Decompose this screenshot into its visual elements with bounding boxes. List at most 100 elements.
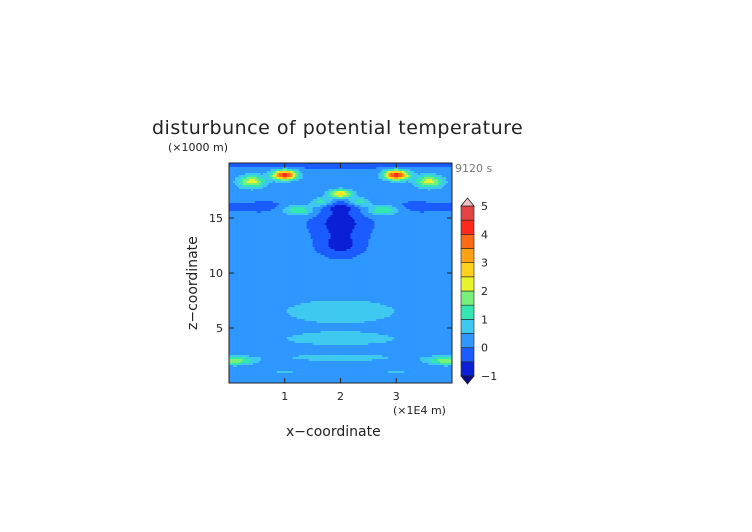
heatmap-cell [278, 185, 282, 188]
heatmap-cell [372, 197, 375, 200]
heatmap-cell [444, 167, 447, 170]
heatmap-cell [370, 185, 373, 188]
heatmap-cell [286, 181, 290, 184]
heatmap-cell [448, 181, 451, 184]
heatmap-cell [296, 225, 300, 228]
heatmap-cell [432, 239, 435, 242]
heatmap-cell [322, 231, 325, 234]
heatmap-cell [396, 199, 399, 202]
heatmap-cell [248, 245, 252, 248]
heatmap-cell [342, 195, 345, 198]
heatmap-cell [440, 209, 443, 212]
heatmap-cell [288, 231, 292, 234]
heatmap-cell [356, 201, 359, 204]
heatmap-cell [320, 215, 323, 218]
heatmap-cell [362, 201, 365, 204]
heatmap-cell [356, 205, 359, 208]
heatmap-cell [246, 249, 250, 252]
heatmap-cell [338, 163, 341, 166]
heatmap-cell [376, 195, 379, 198]
heatmap-cell [380, 165, 383, 168]
heatmap-cell [362, 193, 365, 196]
heatmap-cell [274, 207, 278, 210]
heatmap-cell [264, 241, 268, 244]
heatmap-cell [398, 213, 401, 216]
heatmap-cell [408, 163, 411, 166]
heatmap-cell [244, 197, 248, 200]
heatmap-cell [326, 249, 329, 252]
heatmap-cell [312, 181, 316, 184]
heatmap-cell [428, 177, 431, 180]
heatmap-cell [436, 165, 439, 168]
heatmap-cell [238, 195, 242, 198]
heatmap-cell [448, 213, 451, 216]
heatmap-cell [280, 185, 284, 188]
heatmap-cell [422, 237, 425, 240]
heatmap-cell [422, 201, 425, 204]
heatmap-cell [346, 167, 349, 170]
heatmap-cell [362, 169, 365, 172]
heatmap-cell [292, 183, 296, 186]
heatmap-cell [324, 229, 327, 232]
heatmap-cell [410, 165, 413, 168]
heatmap-cell [272, 235, 276, 238]
heatmap-cell [404, 209, 407, 212]
heatmap-cell [308, 245, 312, 248]
heatmap-cell [330, 197, 333, 200]
heatmap-cell [426, 187, 429, 190]
heatmap-cell [446, 229, 449, 232]
heatmap-cell [444, 165, 447, 168]
heatmap-cell [360, 191, 363, 194]
heatmap-cell [268, 187, 272, 190]
heatmap-cell [344, 193, 347, 196]
heatmap-cell [284, 213, 288, 216]
heatmap-cell [268, 183, 272, 186]
heatmap-cell [296, 203, 300, 206]
heatmap-cell [442, 167, 445, 170]
heatmap-cell [382, 163, 385, 166]
heatmap-cell [264, 183, 268, 186]
heatmap-cell [318, 211, 321, 214]
heatmap-cell [308, 167, 312, 170]
heatmap-cell [366, 203, 369, 206]
heatmap-cell [270, 177, 274, 180]
heatmap-cell [258, 175, 262, 178]
heatmap-cell [338, 235, 341, 238]
heatmap-cell [408, 203, 411, 206]
heatmap-cell [356, 191, 359, 194]
heatmap-cell [386, 185, 389, 188]
heatmap-cell [240, 191, 244, 194]
heatmap-cell [242, 241, 246, 244]
heatmap-cell [238, 167, 242, 170]
heatmap-cell [234, 223, 238, 226]
heatmap-cell [386, 249, 389, 252]
heatmap-cell [400, 245, 403, 248]
heatmap-cell [448, 229, 451, 232]
heatmap-cell [272, 249, 276, 252]
heatmap-cell [240, 177, 244, 180]
heatmap-cell [416, 175, 419, 178]
heatmap-cell [260, 229, 264, 232]
heatmap-cell [348, 187, 351, 190]
heatmap-cell [432, 181, 435, 184]
heatmap-cell [384, 223, 387, 226]
heatmap-cell [416, 167, 419, 170]
heatmap-cell [324, 231, 327, 234]
heatmap-cell [372, 189, 375, 192]
heatmap-cell [376, 173, 379, 176]
heatmap-cell [250, 245, 254, 248]
heatmap-cell [252, 209, 256, 212]
heatmap-cell [282, 201, 286, 204]
heatmap-cell [234, 183, 238, 186]
heatmap-cell [402, 239, 405, 242]
heatmap-cell [414, 249, 417, 252]
heatmap-cell [250, 219, 254, 222]
heatmap-cell [398, 177, 401, 180]
heatmap-cell [246, 191, 250, 194]
heatmap-cell [394, 171, 397, 174]
heatmap-cell [376, 169, 379, 172]
heatmap-cell [442, 165, 445, 168]
heatmap-cell [244, 203, 248, 206]
heatmap-cell [238, 245, 242, 248]
heatmap-cell [316, 185, 319, 188]
